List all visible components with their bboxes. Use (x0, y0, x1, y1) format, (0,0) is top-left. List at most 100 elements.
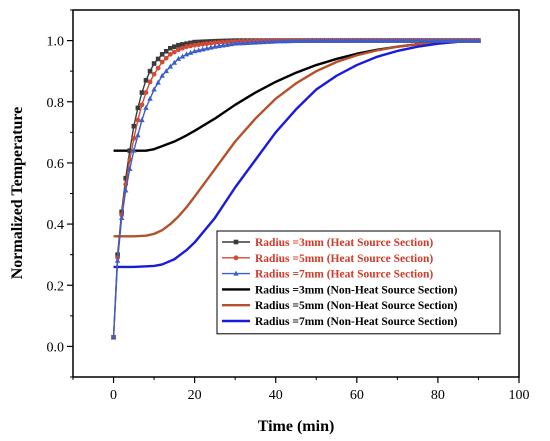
series-point-3 (321, 37, 328, 43)
series-point-3 (244, 39, 251, 45)
series-point-3 (240, 40, 246, 46)
series-point-1 (192, 39, 197, 45)
series-point-2 (159, 59, 165, 65)
series-point-2 (188, 43, 193, 49)
series-point-2 (139, 102, 145, 108)
series-point-3 (467, 37, 474, 43)
legend-label: Radius =5mm (Non-Heat Source Section) (255, 300, 458, 312)
series-point-2 (135, 117, 141, 123)
series-point-3 (228, 41, 234, 47)
series-point-3 (325, 37, 332, 43)
x-tick-label: 100 (509, 388, 530, 403)
series-point-3 (305, 37, 311, 43)
series-point-1 (163, 48, 169, 54)
series-point-2 (131, 136, 137, 141)
series-point-3 (366, 37, 372, 43)
series-point-1 (180, 42, 185, 47)
legend-marker (233, 239, 239, 245)
series-point-3 (277, 38, 283, 44)
series-point-3 (187, 49, 194, 55)
series-point-3 (232, 40, 238, 46)
series-point-3 (273, 38, 279, 44)
series-point-3 (382, 37, 388, 43)
series-point-3 (439, 37, 445, 43)
series-point-3 (220, 42, 226, 48)
series-point-3 (147, 95, 153, 101)
series-point-3 (455, 37, 461, 43)
series-point-3 (341, 37, 348, 43)
series-point-3 (370, 37, 376, 43)
series-point-3 (163, 68, 169, 74)
series-point-3 (346, 37, 352, 43)
series-point-3 (175, 55, 182, 61)
series-line-6 (113, 39, 479, 269)
series-point-2 (171, 49, 177, 55)
series-point-3 (309, 37, 315, 43)
series-point-3 (135, 132, 141, 138)
series-point-2 (184, 44, 189, 50)
series-point-2 (180, 45, 185, 51)
series-point-2 (196, 42, 202, 48)
series-point-1 (127, 148, 133, 153)
series-point-3 (289, 38, 295, 44)
series-point-2 (204, 41, 210, 47)
series-point-3 (114, 257, 121, 263)
series-point-3 (443, 37, 449, 43)
series-point-3 (471, 37, 478, 43)
series-point-3 (378, 37, 384, 43)
series-point-3 (447, 37, 453, 43)
series-point-2 (208, 40, 214, 46)
legend-marker (233, 270, 239, 276)
series-point-2 (155, 65, 161, 71)
series-point-3 (123, 187, 129, 193)
series-point-1 (168, 45, 173, 51)
legend: Radius =3mm (Heat Source Section) Radius … (216, 230, 501, 335)
series-point-3 (410, 37, 417, 43)
legend-label: Radius =7mm (Heat Source Section) (255, 269, 433, 281)
series-point-3 (398, 37, 405, 43)
series-6 (113, 39, 479, 269)
series-point-3 (248, 39, 255, 45)
series-point-3 (394, 37, 401, 43)
series-point-3 (435, 37, 441, 43)
series-point-2 (167, 51, 173, 57)
series-point-3 (224, 41, 230, 47)
series-point-3 (183, 51, 190, 57)
series-point-3 (281, 38, 287, 44)
series-point-3 (139, 117, 145, 123)
series-point-3 (293, 38, 299, 44)
x-tick-label: 80 (431, 388, 445, 403)
series-point-1 (159, 52, 165, 57)
series-point-3 (386, 37, 392, 43)
series-point-1 (139, 90, 145, 95)
series-point-2 (143, 90, 149, 95)
series-point-3 (333, 37, 340, 43)
series-point-3 (264, 38, 271, 44)
series-point-2 (147, 79, 153, 85)
legend-label: Radius =5mm (Heat Source Section) (255, 253, 433, 265)
axis-ticks: 0 20 40 60 80 100 0.0 0.2 0.4 0.6 0.8 1.0 (47, 9, 530, 403)
series-point-3 (268, 38, 275, 44)
y-tick-label: 0.8 (47, 96, 65, 111)
series-point-3 (171, 59, 178, 65)
y-tick-label: 1.0 (47, 35, 65, 50)
series-point-3 (374, 37, 380, 43)
y-axis-title: Normalized Temperature (9, 107, 26, 280)
series-point-2 (200, 41, 206, 47)
series-point-1 (184, 41, 189, 46)
series-point-2 (163, 55, 169, 61)
series-point-3 (212, 43, 218, 49)
series-point-3 (236, 40, 242, 46)
series-point-3 (418, 37, 425, 43)
series-point-3 (459, 37, 465, 43)
series-point-3 (195, 47, 202, 53)
series-point-3 (127, 166, 133, 172)
legend-box (216, 230, 501, 335)
series-point-3 (200, 46, 206, 52)
series-point-3 (167, 63, 174, 69)
series-point-1 (123, 175, 129, 181)
series-point-3 (131, 147, 137, 153)
series-point-3 (285, 38, 291, 44)
y-tick-label: 0.0 (47, 340, 65, 355)
series-point-3 (179, 53, 186, 59)
